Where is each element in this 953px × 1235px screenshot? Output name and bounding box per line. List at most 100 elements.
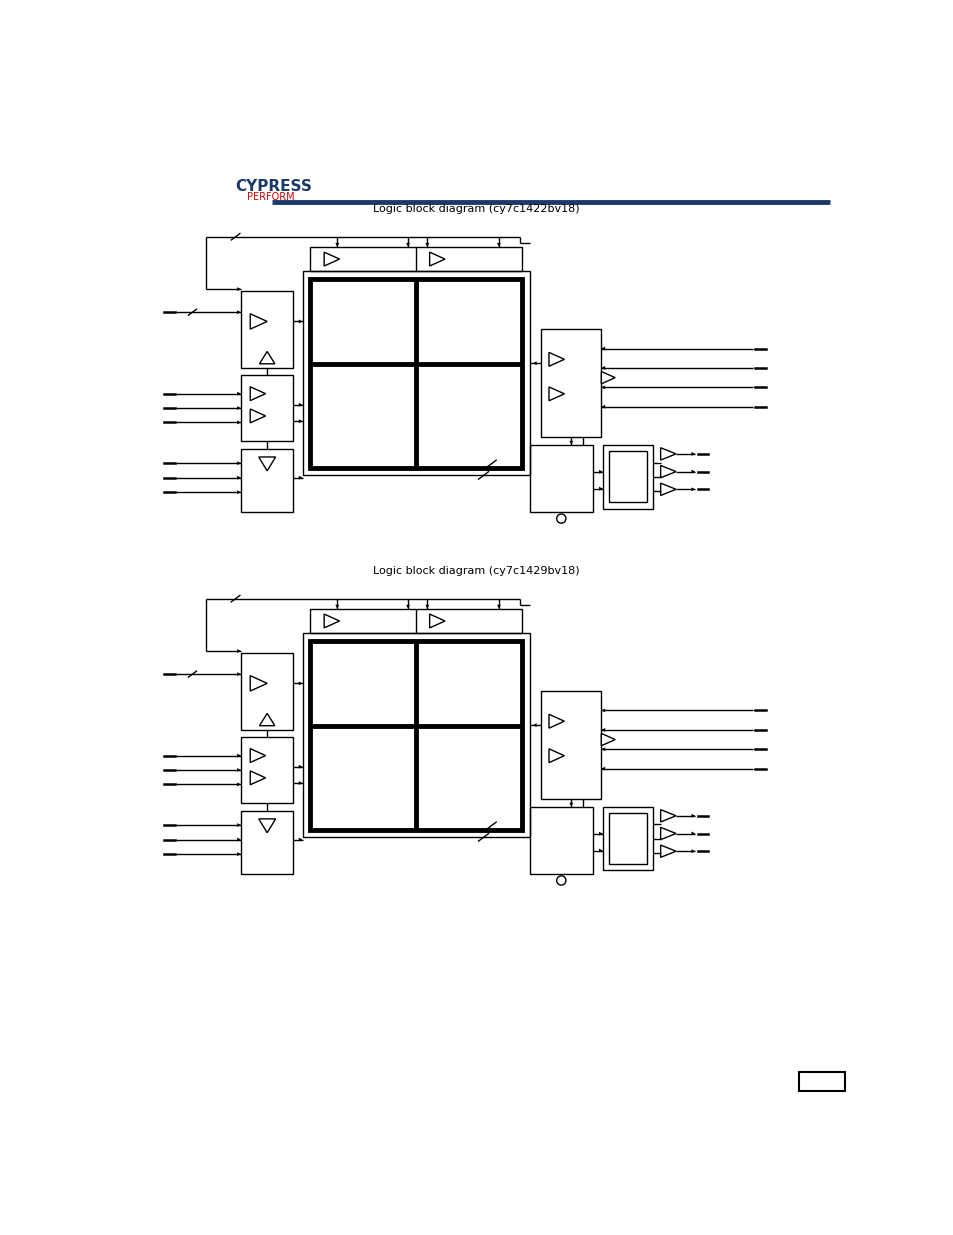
Polygon shape — [497, 243, 500, 247]
Polygon shape — [250, 676, 267, 692]
Polygon shape — [600, 734, 615, 746]
Polygon shape — [237, 852, 241, 856]
Bar — [241, 652, 293, 730]
Bar — [602, 806, 652, 871]
Polygon shape — [324, 252, 339, 266]
Polygon shape — [250, 771, 265, 784]
Polygon shape — [548, 714, 564, 729]
Polygon shape — [258, 457, 275, 471]
Polygon shape — [548, 352, 564, 367]
Polygon shape — [429, 252, 444, 266]
Polygon shape — [237, 824, 241, 827]
Polygon shape — [659, 827, 676, 840]
Polygon shape — [335, 605, 339, 609]
Polygon shape — [298, 419, 302, 424]
Polygon shape — [600, 767, 604, 771]
Polygon shape — [691, 814, 695, 818]
Bar — [241, 737, 293, 803]
Polygon shape — [600, 709, 604, 713]
Polygon shape — [429, 614, 444, 627]
Polygon shape — [258, 819, 275, 832]
Polygon shape — [237, 783, 241, 787]
Bar — [241, 811, 293, 874]
Polygon shape — [298, 475, 302, 479]
Polygon shape — [691, 452, 695, 456]
Polygon shape — [298, 320, 302, 324]
Polygon shape — [237, 288, 241, 291]
Polygon shape — [259, 714, 274, 726]
Polygon shape — [259, 352, 274, 364]
Polygon shape — [298, 403, 302, 406]
Polygon shape — [237, 672, 241, 676]
Polygon shape — [600, 405, 604, 409]
Polygon shape — [298, 837, 302, 841]
Bar — [310, 641, 521, 830]
Polygon shape — [659, 448, 676, 461]
Bar — [529, 445, 592, 513]
Polygon shape — [237, 310, 241, 314]
Polygon shape — [691, 488, 695, 492]
Polygon shape — [237, 461, 241, 466]
Polygon shape — [237, 768, 241, 772]
Bar — [241, 375, 293, 441]
Polygon shape — [691, 469, 695, 473]
Polygon shape — [250, 387, 265, 400]
Bar — [241, 450, 293, 513]
Polygon shape — [659, 845, 676, 857]
Bar — [310, 609, 521, 634]
Polygon shape — [548, 387, 564, 401]
Polygon shape — [659, 466, 676, 478]
Polygon shape — [250, 409, 265, 422]
Circle shape — [557, 514, 565, 524]
Polygon shape — [691, 831, 695, 835]
Polygon shape — [600, 366, 604, 370]
Polygon shape — [298, 682, 302, 685]
Polygon shape — [425, 605, 429, 609]
Text: Logic block diagram (cy7c1429bv18): Logic block diagram (cy7c1429bv18) — [372, 566, 578, 576]
Bar — [310, 279, 521, 468]
Text: PERFORM: PERFORM — [247, 191, 294, 201]
Polygon shape — [569, 803, 573, 806]
Text: Logic block diagram (cy7c1422bv18): Logic block diagram (cy7c1422bv18) — [372, 204, 578, 214]
Circle shape — [557, 876, 565, 885]
Polygon shape — [298, 764, 302, 768]
Polygon shape — [237, 490, 241, 494]
Polygon shape — [237, 753, 241, 757]
Bar — [602, 445, 652, 509]
Bar — [799, 1072, 844, 1092]
Polygon shape — [250, 748, 265, 762]
Text: CYPRESS: CYPRESS — [235, 179, 313, 194]
Polygon shape — [406, 605, 410, 609]
Bar — [302, 634, 529, 837]
Polygon shape — [237, 837, 241, 841]
Bar — [540, 330, 600, 437]
Polygon shape — [533, 724, 537, 727]
Polygon shape — [533, 362, 537, 366]
Bar — [529, 806, 592, 874]
Polygon shape — [569, 441, 573, 445]
Polygon shape — [598, 487, 602, 490]
Polygon shape — [237, 650, 241, 653]
Polygon shape — [335, 243, 339, 247]
Bar — [310, 247, 521, 272]
Polygon shape — [659, 483, 676, 495]
Polygon shape — [298, 782, 302, 785]
Polygon shape — [598, 848, 602, 852]
Polygon shape — [598, 831, 602, 836]
Polygon shape — [250, 314, 267, 330]
Polygon shape — [497, 605, 500, 609]
Polygon shape — [237, 475, 241, 479]
Polygon shape — [600, 347, 604, 351]
Polygon shape — [600, 385, 604, 389]
Bar — [608, 813, 646, 864]
Bar — [241, 290, 293, 368]
Bar — [302, 272, 529, 475]
Polygon shape — [425, 243, 429, 247]
Polygon shape — [324, 614, 339, 627]
Polygon shape — [659, 810, 676, 823]
Bar — [540, 692, 600, 799]
Polygon shape — [237, 391, 241, 395]
Polygon shape — [237, 406, 241, 410]
Polygon shape — [237, 421, 241, 425]
Polygon shape — [600, 747, 604, 751]
